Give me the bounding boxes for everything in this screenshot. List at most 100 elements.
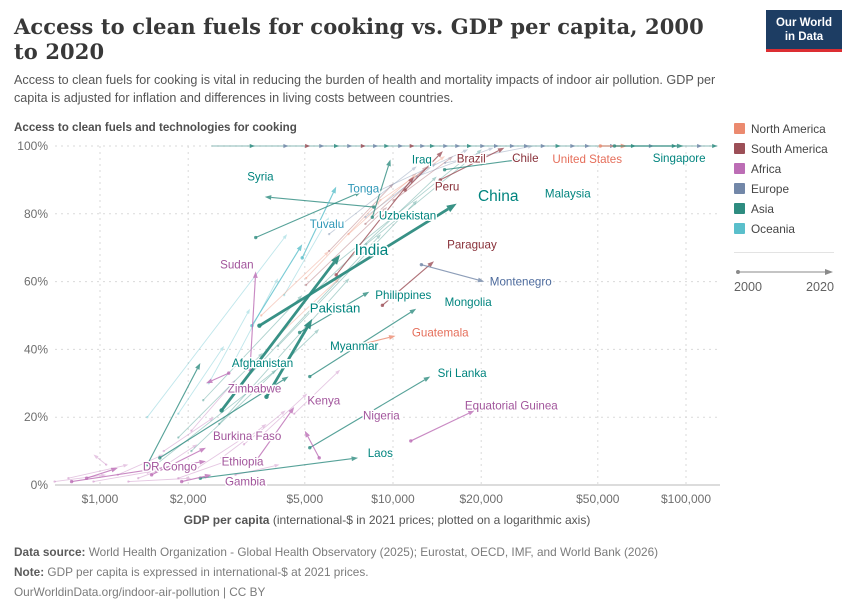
country-label-myanmar[interactable]: Myanmar bbox=[329, 338, 380, 354]
trajectory-arrowhead bbox=[408, 176, 415, 183]
country-label-sri-lanka[interactable]: Sri Lanka bbox=[436, 365, 489, 381]
country-label-ethiopia[interactable]: Ethiopia bbox=[220, 453, 265, 469]
country-label-equatorial-guinea[interactable]: Equatorial Guinea bbox=[463, 397, 559, 413]
country-label-nigeria[interactable]: Nigeria bbox=[362, 408, 402, 424]
country-label-uzbekistan[interactable]: Uzbekistan bbox=[377, 207, 437, 223]
legend-item-europe[interactable]: Europe bbox=[734, 182, 848, 196]
trajectory-arrowhead bbox=[436, 150, 443, 157]
legend-item-asia[interactable]: Asia bbox=[734, 202, 848, 216]
trajectory-arrowhead bbox=[302, 392, 308, 398]
background-trajectory bbox=[232, 277, 278, 364]
country-label-pakistan[interactable]: Pakistan bbox=[308, 299, 362, 317]
country-label-paraguay[interactable]: Paraguay bbox=[446, 236, 499, 252]
trajectory-arrowhead bbox=[431, 162, 437, 167]
background-trajectory bbox=[150, 369, 277, 469]
trajectory-india[interactable] bbox=[219, 253, 341, 413]
country-label-mongolia[interactable]: Mongolia bbox=[443, 294, 494, 310]
legend-item-africa[interactable]: Africa bbox=[734, 162, 848, 176]
country-label-india[interactable]: India bbox=[353, 240, 390, 260]
country-label-brazil[interactable]: Brazil bbox=[455, 151, 487, 167]
country-label-laos[interactable]: Laos bbox=[366, 445, 394, 461]
trajectory-syria[interactable] bbox=[264, 194, 376, 209]
owid-logo[interactable]: Our World in Data bbox=[766, 10, 842, 52]
trajectory-paraguay[interactable] bbox=[380, 260, 434, 307]
trajectory-myanmar[interactable] bbox=[158, 376, 289, 460]
legend-item-oceania[interactable]: Oceania bbox=[734, 222, 848, 236]
top-marker bbox=[509, 143, 515, 148]
trajectory-arrowhead bbox=[331, 253, 341, 265]
country-label-montenegro[interactable]: Montenegro bbox=[488, 274, 553, 290]
top-marker bbox=[493, 143, 499, 148]
country-label-singapore[interactable]: Singapore bbox=[651, 150, 707, 166]
trajectory-afghanistan[interactable] bbox=[145, 362, 201, 466]
trajectory-uzbekistan[interactable] bbox=[254, 191, 362, 239]
trajectory-arrowhead bbox=[245, 308, 250, 314]
trajectory-equatorial-guinea[interactable] bbox=[409, 409, 475, 443]
country-label-zimbabwe[interactable]: Zimbabwe bbox=[226, 380, 282, 396]
trajectory-kenya[interactable] bbox=[254, 406, 295, 463]
country-label-tuvalu[interactable]: Tuvalu bbox=[308, 216, 345, 232]
trajectory-arrowhead bbox=[288, 406, 295, 414]
footer-link-line[interactable]: OurWorldinData.org/indoor-air-pollution … bbox=[14, 582, 836, 600]
trajectory-zimbabwe[interactable] bbox=[205, 370, 231, 383]
trajectory-singapore[interactable] bbox=[612, 143, 684, 148]
trajectory-arrowhead bbox=[388, 334, 396, 340]
top-marker bbox=[384, 143, 390, 148]
trajectory-montenegro[interactable] bbox=[419, 262, 485, 282]
footer-link[interactable]: OurWorldinData.org/indoor-air-pollution … bbox=[14, 584, 266, 599]
trajectory-arrowhead bbox=[412, 199, 418, 205]
x-tick-label: $10,000 bbox=[371, 492, 415, 506]
country-label-iraq[interactable]: Iraq bbox=[410, 152, 433, 168]
trajectory-chile[interactable] bbox=[438, 147, 505, 182]
country-label-afghanistan[interactable]: Afghanistan bbox=[230, 355, 294, 371]
country-label-philippines[interactable]: Philippines bbox=[374, 287, 433, 303]
trajectory-dr-congo[interactable] bbox=[84, 467, 118, 480]
legend-item-north-america[interactable]: North America bbox=[734, 122, 848, 136]
x-tick-label: $2,000 bbox=[170, 492, 207, 506]
legend-swatch bbox=[734, 203, 745, 214]
trajectory-arrowhead bbox=[271, 369, 277, 374]
trajectory-malaysia[interactable] bbox=[442, 157, 520, 171]
country-label-chile[interactable]: Chile bbox=[511, 150, 540, 166]
legend-panel: North America South America Africa Europ… bbox=[734, 112, 848, 534]
legend-label: Asia bbox=[751, 201, 774, 216]
trajectory-ethiopia[interactable] bbox=[69, 459, 206, 483]
country-label-china[interactable]: China bbox=[476, 186, 520, 206]
country-label-burkina-faso[interactable]: Burkina Faso bbox=[211, 428, 282, 444]
country-label-peru[interactable]: Peru bbox=[433, 179, 461, 195]
country-label-dr-congo[interactable]: DR Congo bbox=[141, 458, 198, 474]
top-marker bbox=[305, 143, 310, 148]
time-axis[interactable]: 2000 2020 bbox=[734, 251, 834, 294]
trajectory-guatemala[interactable] bbox=[352, 334, 396, 348]
trajectory-arrowhead bbox=[281, 376, 289, 382]
scatter-plot[interactable]: 0% 20% 40% 60% 80% 100% $1,000 $2,000 $5,000 $10,… bbox=[0, 134, 734, 534]
trajectory-tonga[interactable] bbox=[300, 186, 337, 260]
legend-item-south-america[interactable]: South America bbox=[734, 142, 848, 156]
background-trajectory bbox=[242, 409, 286, 446]
background-trajectory bbox=[276, 199, 418, 347]
trajectory-nigeria[interactable] bbox=[304, 430, 321, 460]
background-trajectory bbox=[260, 250, 330, 317]
trajectory-arrowhead bbox=[205, 377, 213, 383]
trajectory-sri-lanka[interactable] bbox=[308, 376, 431, 449]
country-label-syria[interactable]: Syria bbox=[246, 169, 276, 185]
trajectory-iraq[interactable] bbox=[370, 159, 391, 219]
trajectory-china[interactable] bbox=[257, 203, 457, 328]
country-label-gambia[interactable]: Gambia bbox=[223, 474, 267, 490]
country-label-kenya[interactable]: Kenya bbox=[306, 392, 342, 408]
trajectory-arrowhead bbox=[261, 423, 267, 428]
country-label-guatemala[interactable]: Guatemala bbox=[410, 324, 470, 340]
trajectory-arrowhead bbox=[488, 147, 494, 151]
trajectory-arrowhead bbox=[274, 277, 278, 283]
country-label-malaysia[interactable]: Malaysia bbox=[543, 185, 592, 201]
trajectory-peru[interactable] bbox=[334, 176, 415, 277]
country-label-united-states[interactable]: United States bbox=[551, 151, 624, 167]
trajectory-philippines[interactable] bbox=[297, 291, 370, 334]
trajectory-arrowhead bbox=[388, 182, 394, 188]
trajectory-burkina-faso[interactable] bbox=[149, 447, 206, 477]
country-label-tonga[interactable]: Tonga bbox=[346, 180, 381, 196]
trajectory-gambia[interactable] bbox=[179, 473, 212, 483]
chart-column: Access to clean fuels and technologies f… bbox=[0, 112, 734, 534]
trajectory-arrowhead bbox=[423, 376, 431, 382]
country-label-sudan[interactable]: Sudan bbox=[219, 257, 256, 273]
